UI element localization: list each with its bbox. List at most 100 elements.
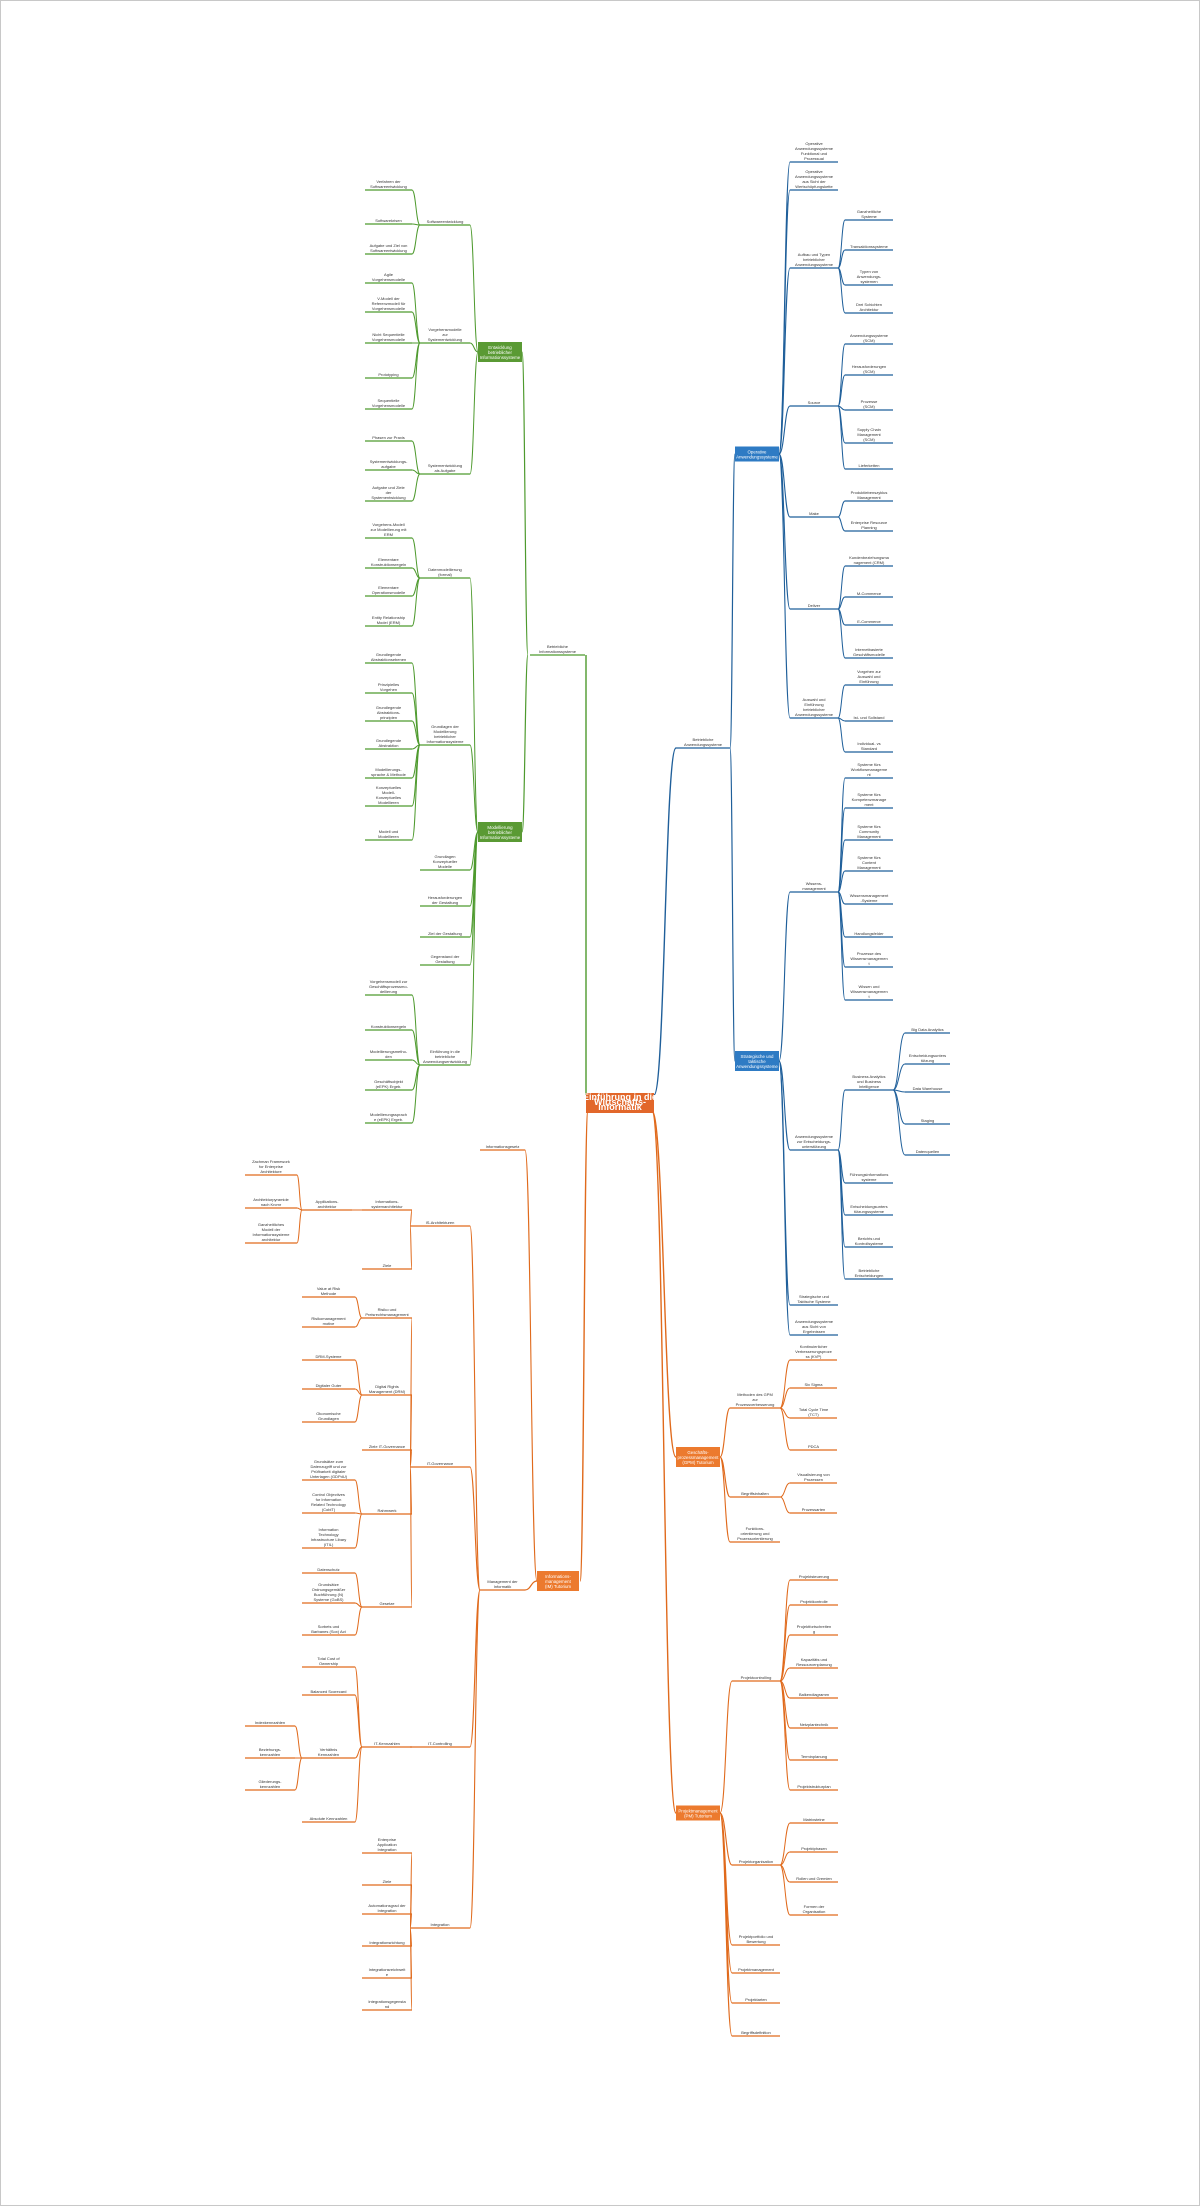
leaf-g1-6-2[interactable]: Modellierungsmetho-den [370, 1049, 408, 1059]
bpm-leaf-1-1[interactable]: Prozessarten [802, 1507, 826, 1512]
root-topic[interactable]: Einführung in dieWirtschafts-informatik [583, 1092, 657, 1112]
leaf-g1-0-2[interactable]: Elementare Operationsmodelle [372, 585, 406, 595]
pm-leaf-1-0[interactable]: Matrixsteine [803, 1817, 825, 1822]
app-leaf-bi-4[interactable]: Datenquellen [916, 1149, 940, 1154]
app-leaf-op-4-1[interactable]: Enterprise Resource Planning [851, 520, 888, 530]
app-leaf-op-4-0[interactable]: Produktlebenszyklus Management [851, 490, 888, 500]
pm-leaf-0-5[interactable]: Netzplantechnik [800, 1722, 828, 1727]
leaf-g1-0-3[interactable]: Entity Relationship Model (ERM) [372, 615, 406, 625]
app-leaf-wissen-5[interactable]: Handlungsfelder [854, 931, 884, 936]
pm-leaf-0-4[interactable]: Balkendiagramm [799, 1692, 830, 1697]
bpm-leaf-0-1[interactable]: Six Sigma [804, 1382, 823, 1387]
app-node-op-6[interactable]: Auswahl und Einführung betrieblicher Anwend… [795, 697, 834, 717]
leaf-itk-3[interactable]: Absolute Kennzahlen [310, 1816, 348, 1821]
leaf-itg-4-0[interactable]: Datenschutz [317, 1567, 339, 1572]
node-informationssystemarchitektur[interactable]: Informations-systemarchitektur [371, 1199, 403, 1209]
leaf-integration-4[interactable]: Integrationsreichweit e [369, 1967, 407, 1977]
app-group-0-box[interactable] [735, 446, 779, 462]
app-leaf-op-2-1[interactable]: Transaktionssysteme [850, 244, 888, 249]
app-leaf-wissen-1[interactable]: Systeme fürs Kompetenzmanage ment [852, 792, 887, 807]
pm-leaf-1-1[interactable]: Projektphasen [801, 1846, 827, 1851]
app-leaf-wissen-0[interactable]: Systeme fürs Workflowmanageme nt [851, 762, 888, 777]
leaf-g1-6-3[interactable]: Geschäftsobjekt (eEPK) Ergeb. [374, 1079, 404, 1089]
leaf-g1-6-1[interactable]: Konstruktionsregeln [371, 1024, 406, 1029]
bpm-leaf-0-2[interactable]: Total Cycle Time (TCT) [799, 1407, 829, 1417]
pm-leaf-0-6[interactable]: Terminplanung [801, 1754, 827, 1759]
pm-leaf-0-3[interactable]: Kapazitäts und Ressourcenplanung [796, 1657, 832, 1667]
pm-group-3[interactable]: Projektmanagement [738, 1967, 775, 1972]
node-itg-1[interactable]: Digital Rights Management (DRM) [369, 1384, 406, 1394]
app-node-aez-1[interactable]: Führungsinformations systeme [850, 1172, 889, 1182]
app-leaf-wissen-4[interactable]: Wissensmanagement -Systeme [850, 893, 889, 903]
bpm-leaf-0-0[interactable]: Kontinuierlicher Verbesserungsproze ss (KV… [795, 1344, 832, 1359]
pm-group-4[interactable]: Projektarten [745, 1997, 767, 2002]
app-leaf-bi-0[interactable]: Big Data Analytics [911, 1027, 943, 1032]
app-leaf-op-6-1[interactable]: Ist- und Sollstand [854, 715, 885, 720]
leaf-g0-1-1[interactable]: V-Modell der Referenzmodell für Vorgehensm… [372, 296, 406, 311]
app-leaf-op-3-4[interactable]: Lieferketten [859, 463, 880, 468]
bpm-group-0[interactable]: Methoden des GPM zur Prozessverbesserung [736, 1392, 775, 1407]
leaf-g1-1-4[interactable]: Modellierungs-sprache & Methode [371, 767, 406, 777]
app-leaf-bi-2[interactable]: Data Warehouse [913, 1086, 944, 1091]
leaf-verhaeltnis-1[interactable]: Beziehungs-kennzahlen [259, 1747, 282, 1757]
app-leaf-wissen-7[interactable]: Wissen und Wissensmanagemen t [850, 984, 887, 999]
leaf-g1-1-3[interactable]: Grundlegende Abstraktion [376, 738, 402, 748]
leaf-g1-1-0[interactable]: Grundlegende Abstraktionsebenen [371, 652, 406, 662]
pm-leaf-1-3[interactable]: Formen der Organisation [803, 1904, 826, 1914]
app-node-op-4[interactable]: Make [809, 511, 820, 516]
node-g1-4[interactable]: Ziel der Gestaltung [428, 931, 462, 936]
app-group-1-box[interactable] [735, 1051, 779, 1071]
leaf-itk-0[interactable]: Total Cost of Ownership [317, 1656, 340, 1666]
app-leaf-wissen-3[interactable]: Systeme fürs Content Management [857, 855, 881, 870]
app-leaf-op-3-2[interactable]: Prozesse (SCM) [861, 399, 878, 409]
leaf-applikation-1[interactable]: Architekturpyramide nach Krcmr [253, 1197, 289, 1207]
app-leaf-wissen-6[interactable]: Prozesse des Wissensmanagemen t [850, 951, 887, 966]
pm-group-0[interactable]: Projektcontrolling [741, 1675, 772, 1680]
leaf-g1-1-5[interactable]: Konzeptuelles Modell-Konzeptuelles Modelli… [376, 785, 401, 805]
leaf-itg-3-2[interactable]: Information Technology Infrastructure Liba… [311, 1527, 347, 1547]
leaf-g1-6-4[interactable]: Modellierungssprach e (eEPK) Ergeb. [370, 1112, 407, 1122]
leaf-g0-0-0[interactable]: Verfahren der Softwareentwicklung [370, 179, 407, 189]
node-itg-0[interactable]: Risiko und Preisrechtsmanagement [365, 1307, 409, 1317]
leaf-itg-4-1[interactable]: Grundsätze Ordnungsgemäßer Buchführung (N)… [312, 1582, 346, 1602]
app-node-st-2[interactable]: Strategische und Taktische Systeme [797, 1294, 831, 1304]
leaf-itg-3-1[interactable]: Control Objectives for Information Related… [311, 1492, 346, 1512]
leaf-g1-1-2[interactable]: Grundlegende Abstraktions-prinzipien [376, 705, 402, 720]
node-g1-3[interactable]: Herausforderungen der Gestaltung [428, 895, 462, 905]
group-informationsgesetz[interactable]: Informationsgesetz [486, 1144, 520, 1149]
node-mdi-2[interactable]: IT-Controlling [428, 1741, 452, 1746]
app-leaf-op-3-1[interactable]: Herausforderungen (SCM) [852, 364, 886, 374]
app-leaf-op-5-2[interactable]: E-Commerce [857, 619, 881, 624]
leaf-g1-0-0[interactable]: Vorgehens-Modell zur Modellierung mit ERM [370, 522, 407, 537]
node-g1-2[interactable]: Grundlagen Konzeptueller Modelle [433, 854, 458, 869]
app-leaf-wissen-2[interactable]: Systeme fürs Community Management [857, 824, 881, 839]
app-leaf-op-3-3[interactable]: Supply Chain Management (SCM) [857, 427, 881, 442]
leaf-integration-3[interactable]: Integrationsrichtung [369, 1940, 404, 1945]
app-node-aez-0[interactable]: Business Analytics und Business Intelligen… [852, 1074, 885, 1089]
app-leaf-op-5-1[interactable]: M-Commerce [857, 591, 882, 596]
app-node-op-5[interactable]: Deliver [808, 603, 821, 608]
leaf-g0-1-2[interactable]: Nicht Sequentielle Vorgehensmodelle [372, 332, 406, 342]
pm-group-5[interactable]: Begriffsdefinition [741, 2030, 771, 2035]
pm-leaf-0-0[interactable]: Projektsteuerung [799, 1574, 829, 1579]
node-g0-1[interactable]: Vorgehensmodelle zur Systementwicklung [428, 327, 462, 342]
leaf-itg-0-1[interactable]: Risikomanagement motive [311, 1316, 346, 1326]
branch-geschaeftsprozessmanagement-box[interactable] [676, 1447, 720, 1467]
leaf-itk-2[interactable]: Verhältnis Kennzahlen [318, 1747, 339, 1757]
node-g1-5[interactable]: Gegenstand der Gestaltung [431, 954, 460, 964]
branch-betriebliche-anwendungssysteme[interactable]: Betriebliche Anwendungssysteme [684, 737, 723, 747]
bpm-group-1[interactable]: Begriffsinhalten [741, 1491, 769, 1496]
node-itg-2[interactable]: Ziele IT-Governance [369, 1444, 406, 1449]
pm-leaf-0-2[interactable]: Projektfortschreiten g [797, 1624, 831, 1634]
app-leaf-op-5-0[interactable]: Kundenbeziehungsma nagement (CRM) [849, 555, 890, 565]
node-g1-1[interactable]: Grundlagen der Modellierung betrieblicher I… [427, 724, 465, 744]
leaf-applikation-2[interactable]: Ganzheitliches Modell der Informationssyst… [253, 1222, 291, 1242]
bpm-leaf-1-0[interactable]: Visualisierung von Prozessen [797, 1472, 829, 1482]
group-management-der-informatik[interactable]: Management der Informatik [487, 1579, 518, 1589]
branch-projektmanagement[interactable]: Projektmanagement (PM) Tutorium [678, 1809, 718, 1819]
leaf-g0-2-0[interactable]: Phasen zur Praxis [372, 435, 404, 440]
node-mdi-0[interactable]: IS-Architekturen [426, 1220, 455, 1225]
leaf-integration-0[interactable]: Enterprise Application Integration [377, 1837, 397, 1852]
branch-geschaeftsprozessmanagement[interactable]: Geschäfts-prozessmanagement (GPM) Tutoriu… [677, 1450, 719, 1465]
group-1-box[interactable] [478, 822, 522, 842]
